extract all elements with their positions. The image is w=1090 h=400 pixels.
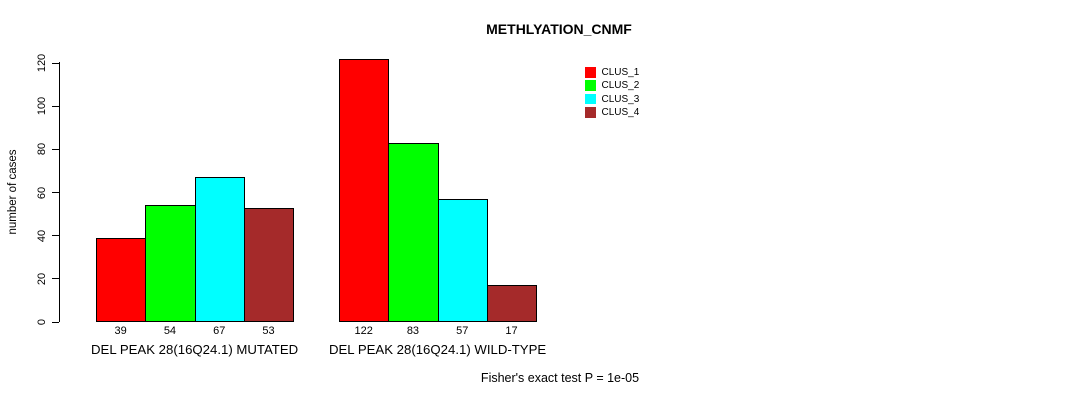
y-tick bbox=[52, 278, 59, 280]
bar-clus_2 bbox=[145, 205, 196, 322]
y-axis-line bbox=[59, 62, 60, 322]
y-tick-label: 80 bbox=[36, 143, 48, 156]
footnote-fisher-test: Fisher's exact test P = 1e-05 bbox=[480, 371, 640, 385]
legend-swatch-clus_1 bbox=[585, 67, 596, 78]
legend-item: CLUS_2 bbox=[585, 77, 640, 92]
y-tick bbox=[52, 235, 59, 237]
bar-clus_4 bbox=[243, 207, 295, 322]
y-tick bbox=[52, 148, 59, 150]
legend-label: CLUS_4 bbox=[601, 106, 640, 118]
bar-value-label: 39 bbox=[114, 325, 127, 337]
legend-label: CLUS_3 bbox=[601, 93, 640, 105]
bar-value-label: 53 bbox=[262, 325, 275, 337]
y-tick bbox=[52, 321, 59, 323]
y-tick bbox=[52, 105, 59, 107]
y-axis-label: number of cases bbox=[7, 149, 19, 235]
x-category-label: DEL PEAK 28(16Q24.1) MUTATED bbox=[91, 342, 299, 357]
chart-title: METHLYATION_CNMF bbox=[486, 21, 632, 37]
legend-swatch-clus_3 bbox=[585, 93, 596, 105]
legend-label: CLUS_2 bbox=[601, 80, 640, 92]
bar-clus_3 bbox=[437, 198, 488, 322]
y-tick-label: 100 bbox=[36, 96, 48, 116]
bar-value-label: 83 bbox=[406, 325, 420, 337]
bar-value-label: 17 bbox=[505, 325, 518, 337]
y-tick-label: 0 bbox=[36, 318, 48, 326]
legend-item: CLUS_3 bbox=[585, 90, 640, 105]
bar-clus_2 bbox=[388, 142, 439, 322]
y-tick-label: 60 bbox=[36, 186, 48, 199]
legend-item: CLUS_1 bbox=[585, 64, 640, 78]
bar-value-label: 57 bbox=[456, 325, 469, 337]
legend-swatch-clus_4 bbox=[585, 107, 596, 118]
bar-clus_1 bbox=[96, 237, 147, 322]
bar-value-label: 54 bbox=[163, 325, 177, 337]
y-tick bbox=[52, 62, 59, 64]
y-tick-label: 40 bbox=[36, 229, 48, 242]
y-tick-label: 20 bbox=[36, 272, 48, 285]
bar-clus_3 bbox=[194, 177, 245, 322]
bar-value-label: 122 bbox=[354, 325, 373, 337]
legend-item: CLUS_4 bbox=[585, 104, 640, 118]
y-tick-label: 120 bbox=[36, 53, 48, 73]
x-category-label: DEL PEAK 28(16Q24.1) WILD-TYPE bbox=[328, 342, 547, 357]
bar-value-label: 67 bbox=[213, 325, 226, 337]
bar-clus_1 bbox=[339, 58, 390, 322]
legend-label: CLUS_1 bbox=[601, 66, 640, 78]
y-tick bbox=[52, 192, 59, 193]
legend-swatch-clus_2 bbox=[585, 80, 596, 91]
bar-clus_4 bbox=[486, 285, 538, 322]
